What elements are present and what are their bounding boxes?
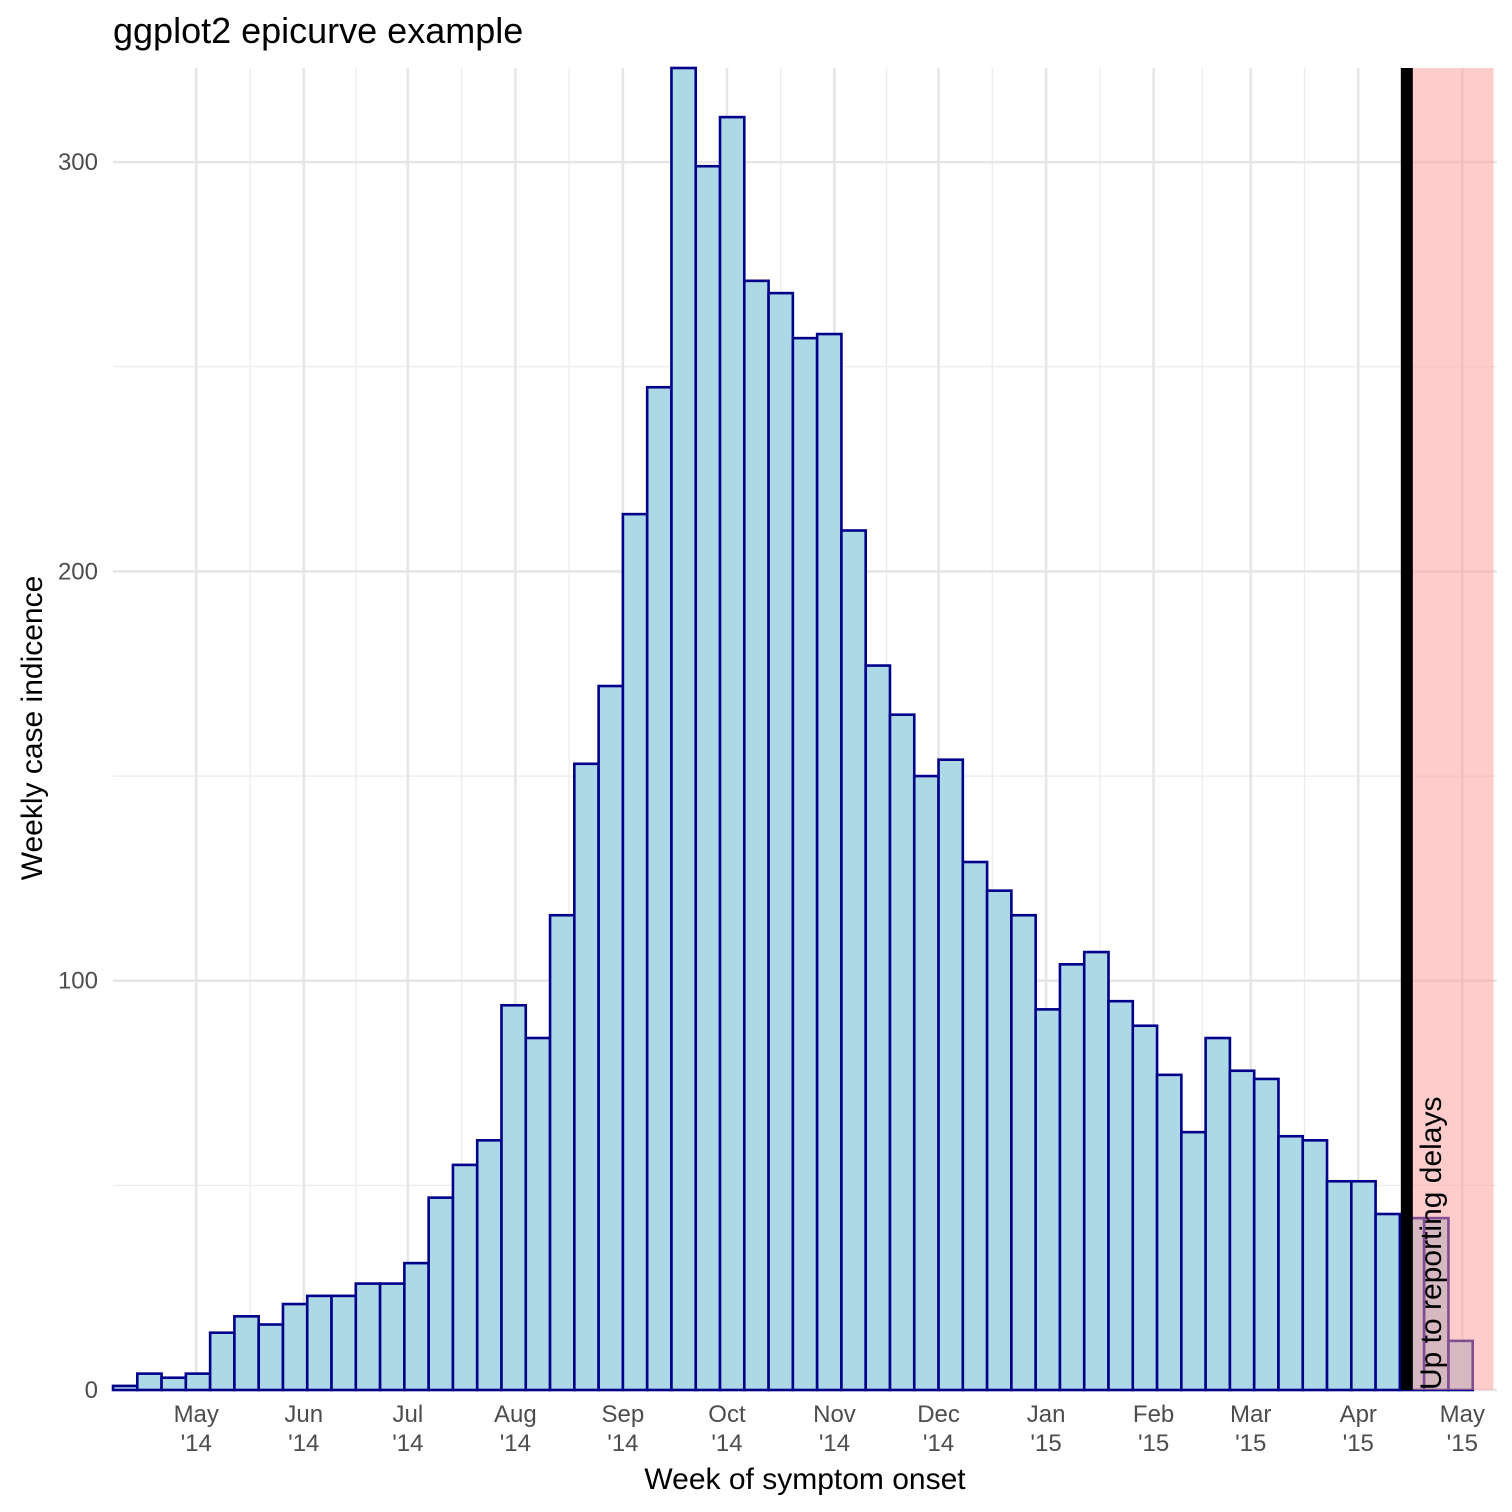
y-axis-ticks: 0 100 200 300 — [58, 149, 98, 1404]
x-tick-label: Sep '14 — [602, 1401, 645, 1457]
bar — [1034, 1008, 1062, 1392]
bar — [1350, 1179, 1377, 1392]
bar — [621, 512, 649, 1392]
bar — [1131, 1024, 1159, 1392]
bar — [840, 529, 868, 1392]
reporting-delay-annotation: Up to reporting delays — [1415, 1097, 1448, 1391]
reporting-delay-region — [1406, 68, 1494, 1390]
bar — [475, 1139, 503, 1392]
bar — [1180, 1130, 1207, 1392]
bar — [451, 1163, 479, 1392]
y-tick-label: 300 — [58, 149, 98, 176]
bar — [645, 385, 673, 1392]
bar — [815, 332, 843, 1392]
bar — [791, 336, 819, 1392]
bar — [597, 684, 625, 1392]
y-tick-label: 100 — [58, 968, 98, 995]
bar — [330, 1294, 358, 1392]
x-axis-ticks: May '14 Jun '14 Jul '14 Aug '14 Sep '14 Oct '14 Nov '… — [174, 1401, 1485, 1457]
bar — [1301, 1139, 1329, 1392]
bar — [233, 1315, 260, 1392]
bar — [403, 1261, 430, 1392]
bar — [937, 758, 965, 1392]
x-tick-label: Jul '14 — [392, 1401, 423, 1457]
bar — [160, 1376, 188, 1392]
bar — [1204, 1036, 1232, 1392]
bar — [912, 774, 940, 1392]
bar — [378, 1282, 406, 1392]
y-tick-label: 200 — [58, 558, 98, 585]
bar — [1058, 963, 1086, 1392]
bar — [1010, 913, 1037, 1392]
bar — [135, 1372, 163, 1392]
x-tick-label: May '15 — [1440, 1401, 1485, 1457]
bar — [257, 1323, 285, 1392]
bar — [718, 115, 746, 1392]
bar — [500, 1003, 528, 1392]
chart-title: ggplot2 epicurve example — [113, 10, 524, 51]
bar — [1082, 950, 1110, 1392]
bar — [354, 1282, 382, 1392]
bar — [864, 664, 892, 1392]
bar — [548, 913, 576, 1392]
bar — [427, 1196, 455, 1392]
bar — [1107, 999, 1135, 1392]
bar — [670, 66, 698, 1392]
bar — [111, 1384, 139, 1392]
bar — [1374, 1212, 1402, 1392]
bar — [961, 860, 989, 1392]
bar — [184, 1372, 212, 1392]
overlay: Up to reporting delays — [1400, 68, 1494, 1391]
bar — [985, 889, 1013, 1392]
bar — [1252, 1077, 1280, 1392]
bar — [742, 279, 770, 1392]
x-tick-label: Mar '15 — [1230, 1401, 1271, 1457]
bar — [888, 713, 916, 1392]
bar — [1277, 1134, 1305, 1392]
x-tick-label: May '14 — [174, 1401, 219, 1457]
x-tick-label: Jan '15 — [1027, 1401, 1066, 1457]
x-tick-label: Nov '14 — [813, 1401, 856, 1457]
x-tick-label: Feb '15 — [1133, 1401, 1174, 1457]
bar — [1325, 1179, 1353, 1392]
bar — [573, 762, 600, 1392]
bar — [208, 1331, 236, 1392]
bar — [767, 291, 795, 1392]
bar — [305, 1294, 333, 1392]
bar — [1155, 1073, 1183, 1392]
x-tick-label: Dec '14 — [917, 1401, 960, 1457]
bar — [1228, 1069, 1256, 1392]
x-tick-label: Aug '14 — [494, 1401, 537, 1457]
y-axis-title: Weekly case indicence — [16, 576, 49, 881]
bar — [694, 164, 722, 1392]
y-tick-label: 0 — [85, 1377, 98, 1404]
x-tick-label: Oct '14 — [708, 1401, 746, 1457]
bar — [524, 1036, 552, 1392]
bar — [281, 1302, 309, 1392]
x-axis-title: Week of symptom onset — [644, 1463, 966, 1496]
bars — [111, 66, 1475, 1392]
x-tick-label: Apr '15 — [1340, 1401, 1377, 1457]
x-tick-label: Jun '14 — [284, 1401, 323, 1457]
